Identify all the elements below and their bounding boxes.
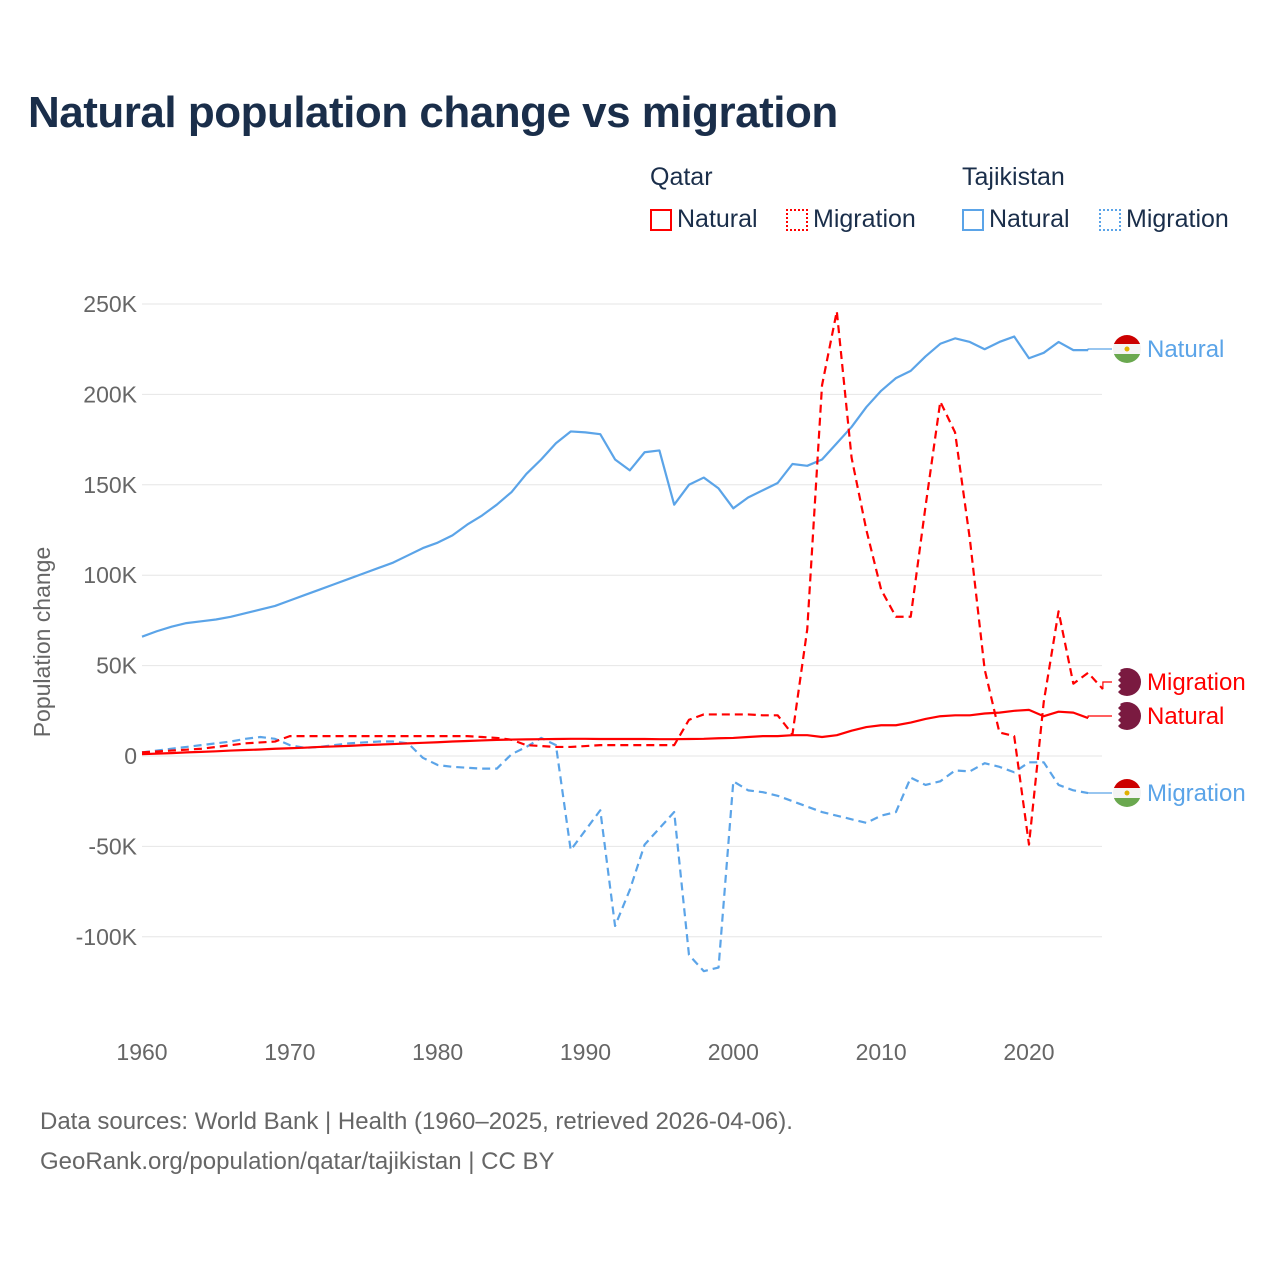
x-tick-label: 1990 — [560, 1039, 611, 1065]
solid-swatch-icon — [650, 208, 672, 231]
y-tick-label: 200K — [83, 381, 137, 407]
chart-title: Natural population change vs migration — [28, 88, 838, 137]
qatar-flag-icon — [1113, 702, 1141, 731]
series-line-qatar-migration[interactable] — [141, 310, 1104, 846]
qatar-flag-icon — [1113, 668, 1141, 697]
y-tick-label: 50K — [96, 653, 138, 679]
x-tick-label: 1960 — [116, 1039, 167, 1065]
legend-qatar-natural[interactable]: Natural — [650, 205, 758, 234]
x-tick-label: 2020 — [1003, 1039, 1054, 1065]
label-connector — [1087, 715, 1112, 719]
y-tick-label: -100K — [76, 924, 138, 950]
x-tick-label: 2000 — [708, 1039, 759, 1065]
series-end-label: Migration — [1147, 669, 1246, 696]
series-end-label: Natural — [1147, 703, 1224, 730]
tajikistan-flag-icon — [1113, 335, 1141, 363]
dotted-swatch-icon — [786, 208, 808, 231]
solid-swatch-icon — [962, 208, 984, 231]
footer-sources: Data sources: World Bank | Health (1960–… — [40, 1108, 793, 1135]
tajikistan-flag-icon — [1113, 779, 1141, 807]
legend-qatar-migration[interactable]: Migration — [786, 205, 916, 234]
label-connector — [1102, 681, 1112, 690]
legend-group-tajikistan: Tajikistan — [962, 163, 1065, 191]
y-tick-label: 150K — [83, 472, 137, 498]
x-tick-label: 2010 — [856, 1039, 907, 1065]
legend-group-qatar: Qatar — [650, 163, 713, 191]
label-connector — [1087, 348, 1112, 351]
series-end-label: Natural — [1147, 336, 1224, 363]
series-line-tajikistan-migration[interactable] — [141, 735, 1089, 973]
series-end-label: Migration — [1147, 780, 1246, 807]
legend-tajikistan-natural[interactable]: Natural — [962, 205, 1070, 234]
x-tick-label: 1980 — [412, 1039, 463, 1065]
series-line-qatar-natural[interactable] — [141, 708, 1089, 756]
y-tick-label: -50K — [88, 833, 137, 859]
y-tick-label: 250K — [83, 291, 137, 317]
legend-tajikistan-migration[interactable]: Migration — [1099, 205, 1229, 234]
series-line-tajikistan-natural[interactable] — [141, 335, 1089, 638]
dotted-swatch-icon — [1099, 208, 1121, 231]
y-tick-label: 100K — [83, 562, 137, 588]
y-axis-label: Population change — [29, 547, 55, 738]
x-tick-label: 1970 — [264, 1039, 315, 1065]
y-tick-label: 0 — [124, 743, 137, 769]
footer-credit[interactable]: GeoRank.org/population/qatar/tajikistan … — [40, 1148, 555, 1175]
